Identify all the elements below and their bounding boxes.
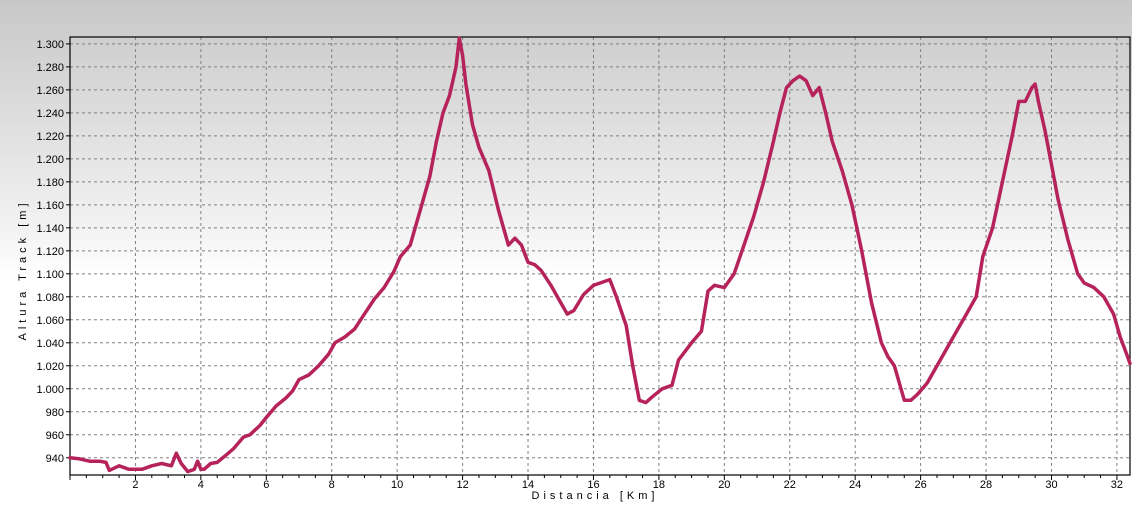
y-tick-label: 960	[46, 430, 64, 442]
x-tick-label: 12	[456, 479, 468, 491]
y-tick-label: 1.080	[36, 292, 64, 304]
y-tick-label: 1.220	[36, 131, 64, 143]
x-tick-label: 32	[1111, 479, 1123, 491]
x-axis-title: Distancia [Km]	[532, 490, 659, 502]
x-tick-label: 18	[653, 479, 665, 491]
x-tick-label: 4	[198, 479, 204, 491]
y-tick-label: 1.240	[36, 108, 64, 120]
y-tick-label: 1.300	[36, 39, 64, 51]
x-tick-label: 2	[132, 479, 138, 491]
y-axis-title: Altura Track [m]	[17, 199, 29, 340]
y-tick-label: 1.280	[36, 62, 64, 74]
y-tick-label: 1.100	[36, 269, 64, 281]
x-tick-label: 24	[849, 479, 861, 491]
y-tick-label: 1.020	[36, 361, 64, 373]
y-tick-label: 1.140	[36, 223, 64, 235]
x-tick-label: 10	[391, 479, 403, 491]
x-tick-label: 20	[718, 479, 730, 491]
grid-layer	[70, 37, 1130, 475]
y-tick-label: 1.040	[36, 338, 64, 350]
y-tick-label: 1.160	[36, 200, 64, 212]
y-tick-label: 1.120	[36, 246, 64, 258]
x-tick-label: 16	[587, 479, 599, 491]
y-tick-label: 1.060	[36, 315, 64, 327]
x-tick-label: 6	[263, 479, 269, 491]
x-tick-label: 28	[980, 479, 992, 491]
series-layer	[68, 36, 1132, 474]
x-tick-label: 22	[784, 479, 796, 491]
elevation-line	[68, 36, 1132, 474]
plot-frame	[69, 36, 1131, 476]
y-tick-label: 980	[46, 407, 64, 419]
y-tick-label: 1.260	[36, 85, 64, 97]
y-tick-label: 1.180	[36, 177, 64, 189]
y-tick-label: 1.000	[36, 384, 64, 396]
y-tick-label: 1.200	[36, 154, 64, 166]
x-tick-label: 26	[914, 479, 926, 491]
x-tick-label: 8	[329, 479, 335, 491]
label-layer: Distancia [Km] Altura Track [m]	[17, 199, 659, 502]
x-tick-label: 14	[522, 479, 534, 491]
axis-layer: 940 960 980 1.000 1.020 1.040 1.060 1.080 1.100 1…	[36, 36, 1131, 491]
y-tick-label: 940	[46, 453, 64, 465]
x-tick-label: 30	[1045, 479, 1057, 491]
